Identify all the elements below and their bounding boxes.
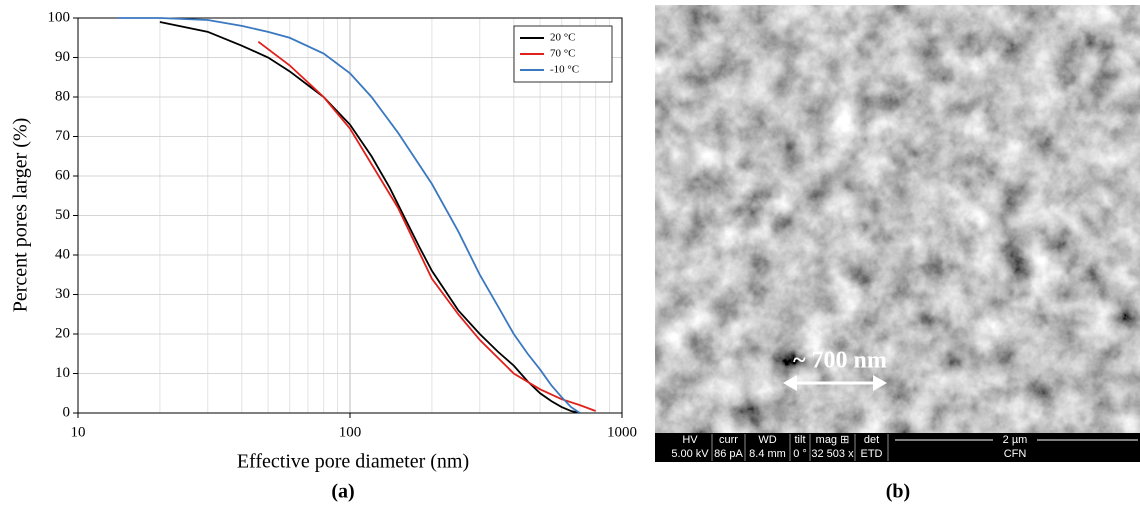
arrow-head bbox=[783, 375, 797, 391]
info-value: 86 pA bbox=[714, 448, 743, 460]
legend-label: -10 °C bbox=[550, 64, 579, 76]
y-tick-label: 90 bbox=[55, 49, 70, 65]
y-tick-label: 30 bbox=[55, 286, 70, 302]
info-header: WD bbox=[758, 434, 776, 446]
lab-label: CFN bbox=[1004, 448, 1027, 460]
caption: (a) bbox=[331, 481, 354, 503]
info-header: curr bbox=[719, 434, 738, 446]
info-header: HV bbox=[682, 434, 698, 446]
legend-label: 70 °C bbox=[550, 48, 576, 60]
scale-label: 2 µm bbox=[1003, 434, 1028, 446]
info-header: tilt bbox=[795, 434, 806, 446]
plot-frame bbox=[77, 17, 623, 414]
info-value: 5.00 kV bbox=[671, 448, 709, 460]
y-tick-label: 50 bbox=[55, 207, 70, 223]
sem-texture bbox=[655, 5, 1140, 433]
y-axis-label: Percent pores larger (%) bbox=[10, 118, 32, 313]
info-header: mag ⊞ bbox=[816, 434, 850, 446]
y-tick-label: 40 bbox=[55, 246, 70, 262]
y-tick-label: 60 bbox=[55, 167, 70, 183]
y-tick-label: 70 bbox=[55, 128, 70, 144]
x-axis-label: Effective pore diameter (nm) bbox=[237, 451, 469, 473]
y-tick-label: 20 bbox=[55, 325, 70, 341]
y-tick-label: 80 bbox=[55, 88, 70, 104]
caption: (b) bbox=[886, 481, 910, 503]
arrow-head bbox=[873, 375, 887, 391]
info-value: ETD bbox=[861, 448, 883, 460]
legend-label: 20 °C bbox=[550, 32, 576, 44]
x-tick-label: 1000 bbox=[607, 424, 637, 440]
data-line bbox=[159, 21, 581, 414]
info-value: 0 ° bbox=[793, 448, 807, 460]
y-tick-label: 100 bbox=[48, 9, 71, 25]
x-tick-label: 10 bbox=[71, 424, 86, 440]
info-value: 32 503 x bbox=[811, 448, 854, 460]
info-value: 8.4 mm bbox=[749, 448, 786, 460]
info-bar bbox=[655, 433, 1140, 462]
scale-label-bg bbox=[993, 434, 1037, 446]
annotation: ~ 700 nm bbox=[793, 348, 887, 374]
info-header: det bbox=[864, 434, 879, 446]
data-line bbox=[257, 40, 596, 412]
y-tick-label: 10 bbox=[55, 365, 70, 381]
x-tick-label: 100 bbox=[339, 424, 362, 440]
micrograph: ~ 700 nm bbox=[655, 5, 1140, 462]
data-line bbox=[117, 17, 581, 414]
y-tick-label: 0 bbox=[63, 404, 71, 420]
